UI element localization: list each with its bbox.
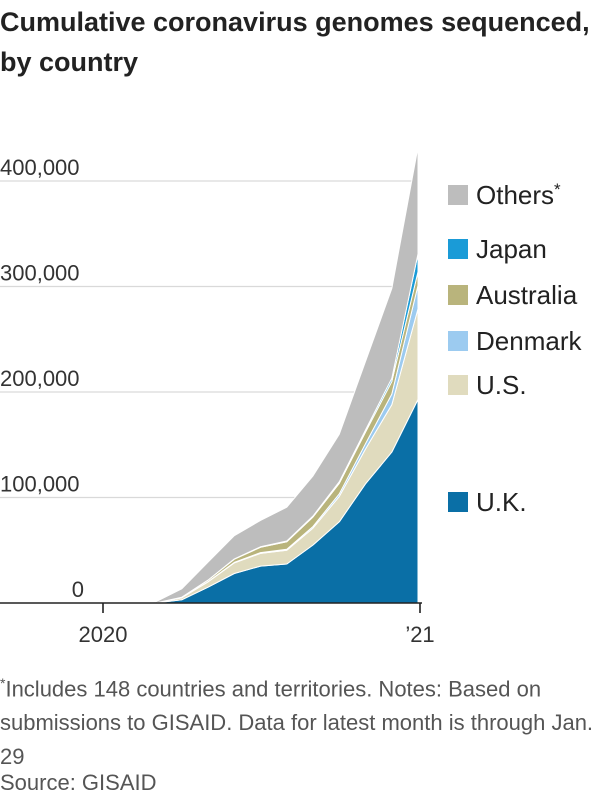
legend-label-japan: Japan bbox=[476, 234, 547, 264]
footnote-asterisk: * bbox=[0, 675, 6, 691]
area-others bbox=[102, 146, 419, 604]
footnote-text: Includes 148 countries and territories. … bbox=[0, 676, 594, 770]
stacked-area-chart: 0 100,000 200,000 300,000 400,000 2020 ’21 Ot… bbox=[0, 146, 582, 647]
y-axis-ticks: 0 100,000 200,000 300,000 400,000 bbox=[0, 155, 84, 602]
y-tick-label: 100,000 bbox=[0, 472, 80, 497]
y-tick-label: 200,000 bbox=[0, 366, 80, 391]
y-tick-label: 400,000 bbox=[0, 155, 80, 180]
legend-swatch-australia bbox=[448, 285, 468, 305]
y-tick-label: 0 bbox=[72, 577, 84, 602]
legend-swatch-us bbox=[448, 375, 468, 395]
legend-swatch-japan bbox=[448, 239, 468, 259]
legend-label-denmark: Denmark bbox=[476, 326, 582, 356]
legend-label-australia: Australia bbox=[476, 280, 578, 310]
source-note: Source: GISAID bbox=[0, 770, 157, 795]
legend-asterisk: * bbox=[554, 180, 561, 199]
x-tick-label: ’21 bbox=[405, 622, 434, 647]
area-series bbox=[102, 146, 419, 604]
legend-swatch-others bbox=[448, 185, 468, 205]
footnote: *Includes 148 countries and territories.… bbox=[0, 666, 598, 774]
legend: Others* Japan Australia Denmark U.S. U.K. bbox=[448, 180, 582, 517]
legend-swatch-uk bbox=[448, 492, 468, 512]
legend-swatch-denmark bbox=[448, 331, 468, 351]
legend-label-us: U.S. bbox=[476, 370, 527, 400]
x-tick-label: 2020 bbox=[79, 622, 128, 647]
legend-label-others: Others* bbox=[476, 180, 561, 210]
chart-title: Cumulative coronavirus genomes sequenced… bbox=[0, 7, 590, 77]
x-axis: 2020 ’21 bbox=[0, 602, 435, 647]
y-tick-label: 300,000 bbox=[0, 261, 80, 286]
legend-label-uk: U.K. bbox=[476, 487, 527, 517]
